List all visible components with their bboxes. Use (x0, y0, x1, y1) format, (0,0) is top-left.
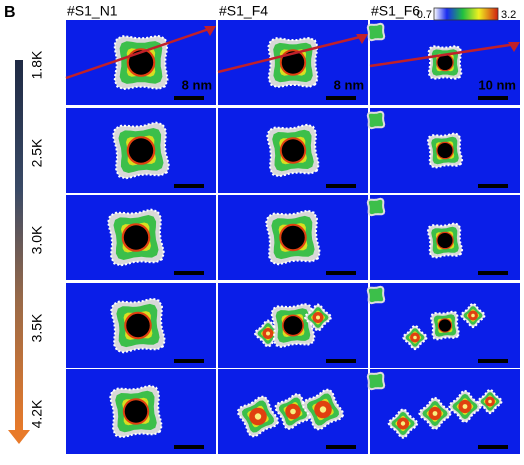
scale-bar (326, 96, 356, 100)
scale-bar-label: 8 nm (334, 77, 364, 92)
image-cell (218, 108, 368, 193)
scale-bar (478, 184, 508, 188)
scale-bar (174, 445, 204, 449)
column-header: #S1_N1 (67, 3, 118, 19)
core (413, 335, 417, 340)
direction-arrow-head (508, 42, 520, 52)
scale-bar (326, 271, 356, 275)
temperature-label: 1.8K (29, 50, 45, 79)
core (437, 232, 453, 249)
core (488, 399, 492, 404)
scale-bar (326, 445, 356, 449)
core (281, 139, 305, 162)
core (281, 51, 305, 74)
image-cell: 8 nm (65, 20, 216, 105)
scale-bar (326, 184, 356, 188)
panel-label: B (4, 4, 16, 21)
image-cell (66, 195, 216, 280)
core (281, 225, 305, 250)
temperature-label: 2.5K (29, 138, 45, 167)
scale-bar (478, 445, 508, 449)
image-grid: 8 nm 8 nm 10 nm (65, 20, 520, 454)
temperature-label: 3.0K (29, 225, 45, 254)
core (471, 313, 475, 318)
core (316, 315, 320, 320)
image-cell (66, 108, 216, 193)
core (319, 406, 327, 413)
column-header: #S1_F4 (219, 3, 268, 19)
core (437, 54, 453, 71)
core (128, 138, 154, 163)
colorbar-min: 0.7 (417, 9, 432, 21)
core (400, 421, 406, 426)
core (254, 413, 262, 420)
image-cell (366, 369, 520, 454)
scale-bar-label: 8 nm (182, 77, 212, 92)
direction-arrow (369, 42, 517, 68)
image-cell (66, 283, 216, 368)
scale-bar (478, 96, 508, 100)
scale-bar-label: 10 nm (478, 77, 516, 92)
scale-bar (174, 271, 204, 275)
image-cell (366, 195, 520, 280)
direction-arrow (65, 26, 213, 80)
core (266, 331, 270, 336)
scale-bar (174, 96, 204, 100)
direction-arrow-head (356, 34, 368, 44)
core (126, 313, 150, 338)
image-cell (66, 369, 216, 454)
edge-feature (366, 110, 386, 130)
direction-arrow-head (204, 26, 216, 36)
column-headers: #S1_N1 #S1_F4 #S1_F6 (67, 3, 420, 19)
core (438, 319, 452, 332)
colorbar (433, 7, 499, 21)
arrow-head (8, 430, 30, 444)
image-cell (218, 283, 368, 368)
edge-feature (366, 285, 386, 305)
scale-bar (478, 271, 508, 275)
image-cell (366, 108, 520, 193)
core (462, 404, 468, 409)
core (124, 400, 148, 423)
scale-bar (478, 359, 508, 363)
image-cell: 10 nm (366, 20, 520, 105)
edge-feature (366, 197, 386, 217)
core (283, 316, 303, 335)
edge-feature (366, 371, 386, 391)
image-cell (218, 369, 368, 454)
scale-bar (174, 359, 204, 363)
temperature-label: 4.2K (29, 399, 45, 428)
core (123, 225, 149, 250)
core (128, 50, 154, 75)
core (290, 408, 296, 415)
direction-arrow (217, 34, 365, 74)
core (437, 142, 453, 159)
core (432, 411, 438, 416)
image-cell (366, 283, 520, 368)
scale-bar (174, 184, 204, 188)
column-header: #S1_F6 (371, 3, 420, 19)
colorbar-max: 3.2 (501, 9, 516, 21)
edge-feature (366, 22, 386, 42)
image-cell: 8 nm (217, 20, 368, 105)
image-cell (218, 195, 368, 280)
scale-bar (326, 359, 356, 363)
temperature-arrow (15, 60, 23, 432)
temperature-label: 3.5K (29, 313, 45, 342)
